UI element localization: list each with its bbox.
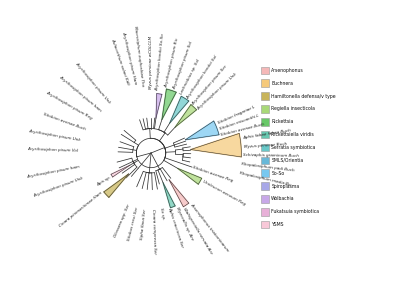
Text: Rickettsia: Rickettsia	[271, 119, 294, 124]
Text: SMLS/Orientia: SMLS/Orientia	[271, 158, 304, 163]
Bar	[261, 66, 269, 74]
Bar	[261, 195, 269, 203]
Bar	[261, 170, 269, 177]
Polygon shape	[170, 96, 189, 123]
Text: Aulacorthum solani Kalt: Aulacorthum solani Kalt	[110, 38, 130, 86]
Text: Acyrthosiphon pisum Unk: Acyrthosiphon pisum Unk	[197, 72, 238, 111]
Bar	[261, 105, 269, 113]
Bar	[261, 182, 269, 190]
Text: Sitobion avenae Buch: Sitobion avenae Buch	[43, 112, 86, 131]
Text: Acyrthosiphon pisum Vol: Acyrthosiphon pisum Vol	[27, 147, 78, 152]
Text: Acyrthosiphon pisum ham: Acyrthosiphon pisum ham	[26, 165, 80, 179]
Polygon shape	[163, 183, 175, 208]
Text: Acyrthosiphon kondoi Sol: Acyrthosiphon kondoi Sol	[186, 54, 219, 99]
Text: Rickettsiella viridis: Rickettsiella viridis	[271, 132, 314, 137]
Text: Acyrthosiphon pisum Sol: Acyrthosiphon pisum Sol	[172, 41, 193, 91]
Bar	[261, 131, 269, 138]
Text: YSMS: YSMS	[271, 222, 284, 227]
Polygon shape	[175, 105, 196, 127]
Bar	[261, 79, 269, 87]
Text: Acyrthosiphon pisum Ham: Acyrthosiphon pisum Ham	[121, 32, 137, 85]
Text: So-So: So-So	[271, 171, 284, 176]
Text: Serratia symbiotica: Serratia symbiotica	[271, 145, 316, 150]
Text: Sitobion avenae Reg: Sitobion avenae Reg	[192, 166, 234, 183]
Text: Sitobus crexi Ser: Sitobus crexi Ser	[127, 207, 140, 241]
Text: Myzocallis sp. Are: Myzocallis sp. Are	[175, 207, 194, 241]
Text: Hamiltonella defensa/v type: Hamiltonella defensa/v type	[271, 94, 336, 99]
Text: Acyrthosiphon pisum Reg: Acyrthosiphon pisum Reg	[46, 91, 93, 121]
Bar	[261, 144, 269, 151]
Polygon shape	[191, 133, 241, 157]
Text: Sipha flava Ser: Sipha flava Ser	[140, 208, 147, 240]
Text: Apis sp.: Apis sp.	[96, 175, 112, 187]
Text: Uroleucon aeneum Reg: Uroleucon aeneum Reg	[202, 180, 246, 207]
Text: Cinara pinimaritimae Ham: Cinara pinimaritimae Ham	[58, 191, 103, 229]
Text: Sitobion fragariae L: Sitobion fragariae L	[217, 105, 256, 125]
Text: Acyrthosiphon pisum Ric: Acyrthosiphon pisum Ric	[164, 37, 180, 88]
Text: Acyrthosiphon pisum Unk: Acyrthosiphon pisum Unk	[74, 62, 111, 105]
Text: Aphis craccivora Ser: Aphis craccivora Ser	[167, 207, 184, 248]
Text: Wahigreniella nervata Are: Wahigreniella nervata Are	[182, 207, 214, 255]
Polygon shape	[104, 174, 129, 197]
Text: Myzus persicae wCGLCLM: Myzus persicae wCGLCLM	[149, 35, 153, 89]
Polygon shape	[185, 121, 219, 140]
Polygon shape	[111, 165, 130, 177]
Text: Lachniobius sp. Sol: Lachniobius sp. Sol	[179, 59, 200, 95]
Text: Spiroplasma: Spiroplasma	[271, 184, 300, 188]
Text: Rhopalosiphum madia Bu: Rhopalosiphum madia Bu	[239, 171, 291, 187]
Text: So sp.: So sp.	[159, 208, 165, 221]
Bar	[261, 92, 269, 100]
Text: Fukatsuia symbiotica: Fukatsuia symbiotica	[271, 209, 319, 214]
Text: Arsenophonus: Arsenophonus	[271, 68, 304, 73]
Bar	[261, 221, 269, 228]
Text: Arsenophonus triatominarum: Arsenophonus triatominarum	[190, 203, 230, 253]
Polygon shape	[169, 180, 189, 207]
Text: Acyrthosiphon kondoi So-So: Acyrthosiphon kondoi So-So	[156, 33, 166, 91]
Text: Rhopalosiphum padi Buch: Rhopalosiphum padi Buch	[241, 162, 295, 173]
Text: Glossara spp. Ser: Glossara spp. Ser	[114, 203, 131, 238]
Text: Wolbachia: Wolbachia	[271, 196, 295, 201]
Text: Myzus persicae Buch: Myzus persicae Buch	[243, 142, 287, 148]
Text: Acyrthosiphon pisum ham: Acyrthosiphon pisum ham	[58, 75, 102, 112]
Text: Sitobion avenae Buch: Sitobion avenae Buch	[221, 123, 265, 137]
Text: Sitobion miscanthi L: Sitobion miscanthi L	[219, 114, 260, 131]
Text: Buchnera: Buchnera	[271, 81, 293, 86]
Text: Acyrthosiphon pisum Unk: Acyrthosiphon pisum Unk	[28, 129, 80, 143]
Bar	[261, 208, 269, 215]
Text: Aphis fabae fabae Buch: Aphis fabae fabae Buch	[243, 129, 292, 140]
Bar	[261, 118, 269, 125]
Text: Macrosiphum euphorbiae Tho: Macrosiphum euphorbiae Tho	[134, 25, 145, 86]
Text: Acyrthosiphon pisum Unk: Acyrthosiphon pisum Unk	[32, 176, 83, 198]
Polygon shape	[156, 94, 162, 118]
Text: Acyrthosiphon pisum Ser: Acyrthosiphon pisum Ser	[192, 64, 228, 106]
Polygon shape	[162, 89, 176, 120]
Text: Regiella insecticola: Regiella insecticola	[271, 106, 315, 111]
Text: Schizaphis graminum Buch: Schizaphis graminum Buch	[243, 153, 299, 158]
Polygon shape	[178, 168, 202, 184]
Bar	[261, 157, 269, 164]
Text: Cinara compressa Ser: Cinara compressa Ser	[151, 209, 156, 254]
